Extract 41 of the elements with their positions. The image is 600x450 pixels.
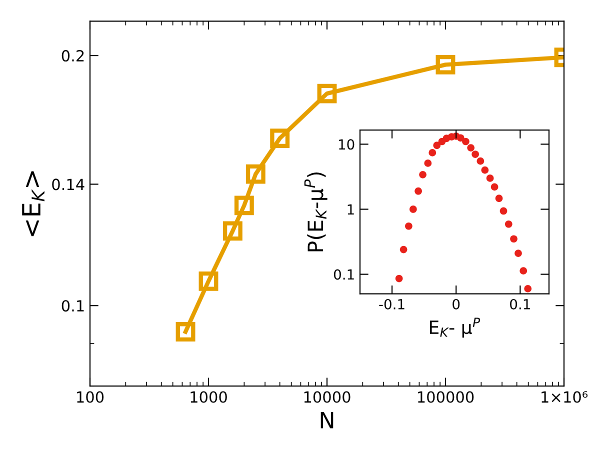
point: [400, 246, 408, 254]
point: [395, 274, 403, 282]
y-axis-title: P(E$_{K}$-μ$^{P}$): [304, 172, 328, 252]
x-tick-label: 1000: [190, 391, 227, 403]
x-axis-title: E$_{K}$- μ$^{P}$: [430, 318, 480, 338]
point: [472, 150, 479, 158]
point: [504, 220, 512, 228]
point: [524, 285, 532, 292]
point: [410, 206, 417, 213]
point: [419, 170, 426, 178]
point: [428, 149, 436, 156]
x-tick-label: 0: [452, 298, 460, 310]
x-tick-label: 1×10⁶: [542, 391, 588, 403]
point: [467, 144, 475, 152]
point: [481, 166, 489, 174]
y-tick-label: 0.1: [334, 269, 354, 280]
point: [405, 222, 412, 230]
point: [495, 194, 503, 202]
x-axis-title: N: [320, 412, 334, 428]
point: [500, 207, 508, 215]
y-axis-title: <E$_{K}$>: [22, 171, 44, 236]
point: [456, 134, 464, 142]
point: [433, 142, 441, 150]
y-tick-label: 0.2: [62, 50, 84, 62]
y-tick-label: 0.14: [52, 178, 84, 190]
point: [490, 183, 498, 191]
point: [462, 138, 470, 146]
point: [476, 157, 484, 165]
x-tick-label: 0.1: [510, 298, 530, 310]
point: [486, 174, 494, 182]
x-tick-label: 10000: [304, 391, 350, 403]
point: [424, 160, 432, 167]
x-tick-label: 100000: [418, 391, 474, 403]
point: [510, 235, 518, 243]
y-tick-label: 10: [338, 139, 354, 150]
point: [414, 187, 422, 195]
point: [514, 250, 522, 257]
x-tick-label: 100: [77, 391, 104, 403]
y-tick-label: 1: [348, 204, 354, 215]
point: [520, 267, 528, 274]
x-tick-label: -0.1: [379, 298, 404, 310]
